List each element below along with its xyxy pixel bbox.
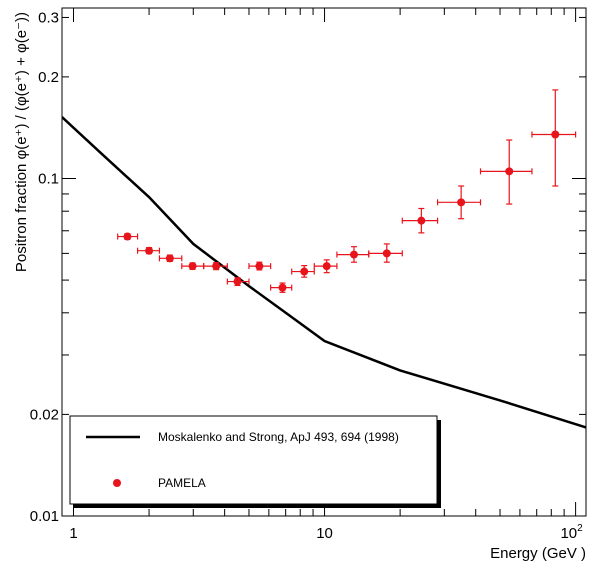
pamela-point [226,277,250,287]
pamela-marker [382,249,391,258]
pamela-point [436,185,482,220]
model-curve [62,116,586,429]
pamela-point [531,89,577,187]
pamela-marker [457,198,466,207]
legend-box [69,415,438,505]
pamela-marker [233,277,242,286]
x-tick-label: 10 [316,525,333,542]
y-tick-label: 0.2 [38,69,59,86]
pamela-marker [349,250,358,259]
legend: Moskalenko and Strong, ApJ 493, 694 (199… [69,415,441,508]
pamela-marker [123,232,132,241]
pamela-point [248,261,272,271]
pamela-point [203,262,228,271]
y-tick-label: 0.02 [30,406,59,423]
legend-marker-pamela [113,479,121,487]
legend-label-pamela: PAMELA [158,476,206,490]
axis-ticks [62,8,586,517]
pamela-marker [165,254,174,263]
x-tick-label: 1 [69,525,77,542]
y-axis-title: Positron fraction φ(e⁺) / (φ(e⁺) + φ(e⁻)… [13,12,30,272]
pamela-point [368,243,403,263]
pamela-marker [300,267,309,276]
pamela-marker [505,167,514,176]
pamela-point [117,232,139,241]
pamela-marker [417,216,426,225]
pamela-marker [145,246,154,255]
x-tick-label: 102 [560,523,583,542]
pamela-point [136,246,161,255]
pamela-point [313,259,338,274]
x-axis-title: Energy (GeV ) [490,545,586,562]
plot-frame [61,7,587,517]
pamela-point [336,246,370,263]
pamela-point [181,262,205,271]
pamela-marker [551,130,560,139]
pamela-marker [322,262,331,271]
model-curve-layer [62,116,586,429]
pamela-marker [188,262,197,271]
y-tick-label: 0.3 [38,9,59,26]
pamela-point [479,139,533,205]
pamela-marker [255,262,264,271]
y-tick-label: 0.01 [30,508,59,525]
pamela-marker [212,262,221,271]
y-tick-label: 0.1 [38,170,59,187]
pamela-point [158,254,183,263]
pamela-points-layer [117,89,577,293]
pamela-marker [278,283,287,292]
pamela-point [291,264,315,278]
legend-label-model: Moskalenko and Strong, ApJ 493, 694 (199… [158,430,399,444]
pamela-point [401,207,439,234]
axis-tick-labels: 1 10 102 0.01 0.02 0.1 0.2 0.3 [30,9,583,542]
pamela-point [270,282,293,293]
